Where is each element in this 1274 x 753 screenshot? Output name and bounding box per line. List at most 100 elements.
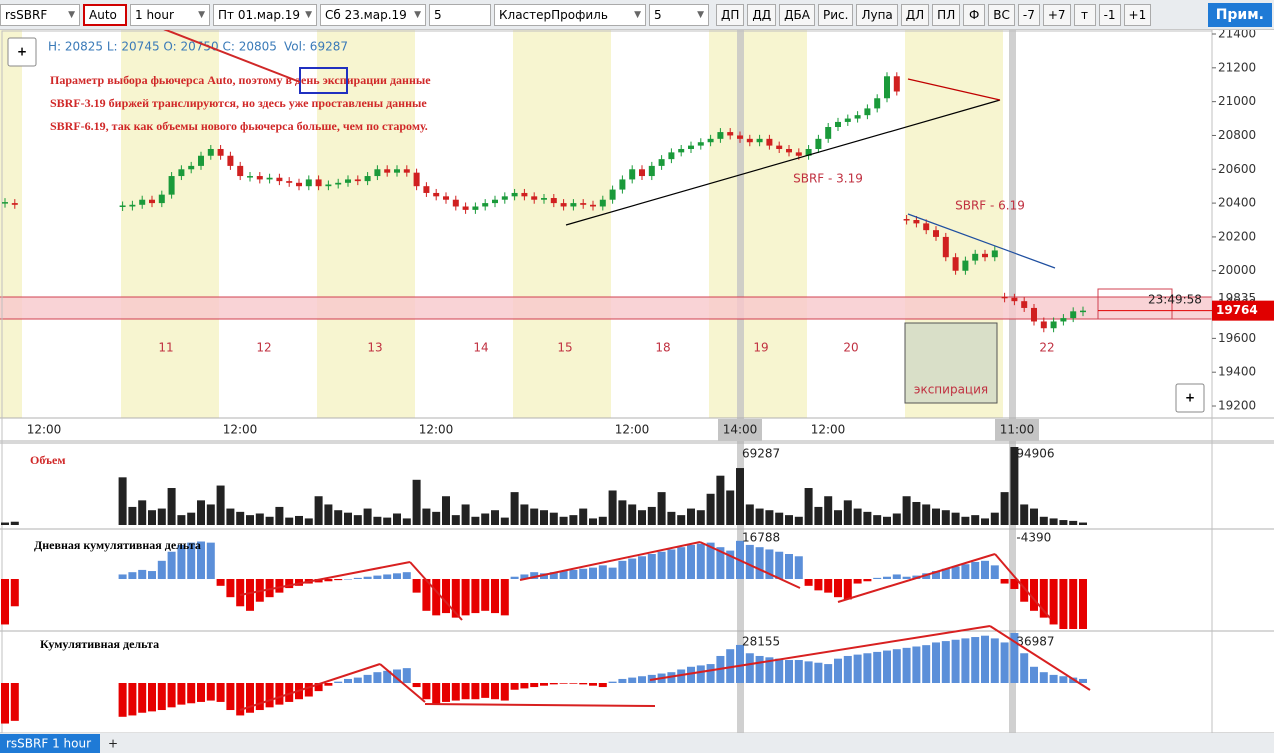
- bar: [540, 573, 548, 579]
- drawn-line: [649, 625, 991, 681]
- candle: [825, 127, 832, 139]
- apply-button[interactable]: Прим.: [1207, 2, 1272, 27]
- symbol-field[interactable]: rsSBRF ▼: [0, 3, 80, 26]
- tool-button[interactable]: ДП: [716, 3, 745, 26]
- level-box: [1097, 288, 1173, 320]
- bar: [775, 512, 784, 525]
- y-tick-label: 21000: [1218, 94, 1256, 108]
- bar: [177, 515, 186, 525]
- tool-button[interactable]: +1: [1123, 3, 1152, 26]
- tool-button[interactable]: ДД: [747, 3, 777, 26]
- bar: [1049, 674, 1058, 683]
- count-field[interactable]: 5: [429, 3, 491, 26]
- bar: [628, 677, 637, 683]
- candle: [178, 169, 185, 177]
- tool-button[interactable]: -1: [1098, 3, 1121, 26]
- bar: [775, 551, 784, 579]
- contract-field[interactable]: Auto: [83, 3, 127, 26]
- bar: [138, 683, 147, 713]
- tool-button[interactable]: ВС: [988, 3, 1015, 26]
- bar: [765, 657, 774, 683]
- bar: [971, 561, 980, 579]
- date-to-field[interactable]: Сб 23.мар.19 ▼: [320, 3, 426, 26]
- bar: [393, 573, 401, 579]
- tool-button[interactable]: т: [1073, 3, 1096, 26]
- tab-add[interactable]: +: [108, 737, 118, 751]
- bar: [873, 651, 882, 683]
- bar: [118, 477, 127, 525]
- bar: [677, 547, 686, 579]
- indicator-param-field[interactable]: 5 ▼: [649, 3, 709, 26]
- bar: [804, 661, 813, 683]
- candle: [550, 198, 557, 204]
- tool-button[interactable]: ДБА: [779, 3, 815, 26]
- tool-button[interactable]: Рис.: [817, 3, 854, 26]
- day-label: 13: [367, 341, 382, 355]
- bar: [363, 674, 372, 683]
- bar: [216, 683, 225, 702]
- bar: [765, 549, 774, 579]
- tool-button[interactable]: ДЛ: [900, 3, 930, 26]
- candle: [991, 250, 998, 258]
- drawn-line: [994, 553, 1051, 619]
- candle: [403, 169, 410, 173]
- bar: [1020, 579, 1029, 602]
- tool-button[interactable]: +7: [1042, 3, 1071, 26]
- plus-button[interactable]: [1175, 383, 1205, 413]
- indicator-field[interactable]: КластерПрофиль ▼: [494, 3, 646, 26]
- bar: [785, 554, 793, 579]
- bar: [373, 672, 382, 683]
- bar: [843, 500, 852, 525]
- bar: [902, 647, 911, 683]
- candle: [413, 172, 420, 187]
- bar: [726, 490, 735, 525]
- bar: [167, 488, 176, 525]
- candle: [884, 76, 890, 99]
- y-tick-label: 19600: [1218, 331, 1256, 345]
- candle: [619, 179, 626, 190]
- bar: [226, 683, 235, 711]
- candle: [335, 182, 342, 185]
- tool-button[interactable]: -7: [1017, 3, 1040, 26]
- bar: [667, 511, 676, 525]
- candle: [433, 192, 440, 197]
- bar: [412, 479, 421, 525]
- tool-button[interactable]: Ф: [963, 3, 986, 26]
- date-from-field[interactable]: Пт 01.мар.19 ▼: [213, 3, 317, 26]
- bar: [1049, 518, 1058, 525]
- bar: [334, 510, 343, 525]
- auto-highlight: [299, 67, 348, 94]
- tool-button[interactable]: ПЛ: [932, 3, 961, 26]
- bar: [344, 512, 352, 525]
- day-shade: [0, 30, 22, 418]
- bar: [745, 504, 754, 525]
- bar: [863, 511, 872, 525]
- bar: [285, 683, 294, 702]
- y-tick-label: 21200: [1218, 60, 1256, 74]
- tool-button[interactable]: Лупа: [856, 3, 898, 26]
- day-label: 22: [1039, 341, 1054, 355]
- drawn-line: [379, 663, 426, 703]
- bar: [1010, 447, 1019, 525]
- bar: [442, 683, 450, 702]
- bar: [883, 576, 891, 579]
- bar: [687, 666, 695, 683]
- candle: [364, 176, 371, 182]
- candle: [1011, 297, 1018, 302]
- clock: 23:49:58: [1148, 293, 1202, 307]
- bar: [138, 500, 147, 525]
- timeframe-field[interactable]: 1 hour ▼: [130, 3, 210, 26]
- bar: [804, 579, 813, 586]
- bar: [726, 649, 735, 683]
- cursor-band: [737, 30, 744, 733]
- bar: [569, 515, 578, 525]
- candle: [590, 204, 596, 207]
- plus-button[interactable]: [7, 37, 37, 67]
- candle: [668, 152, 675, 160]
- bar: [157, 560, 166, 579]
- candle: [237, 165, 244, 177]
- candle: [247, 176, 253, 178]
- tab[interactable]: [0, 734, 100, 753]
- candle: [207, 148, 214, 156]
- bar: [383, 574, 392, 579]
